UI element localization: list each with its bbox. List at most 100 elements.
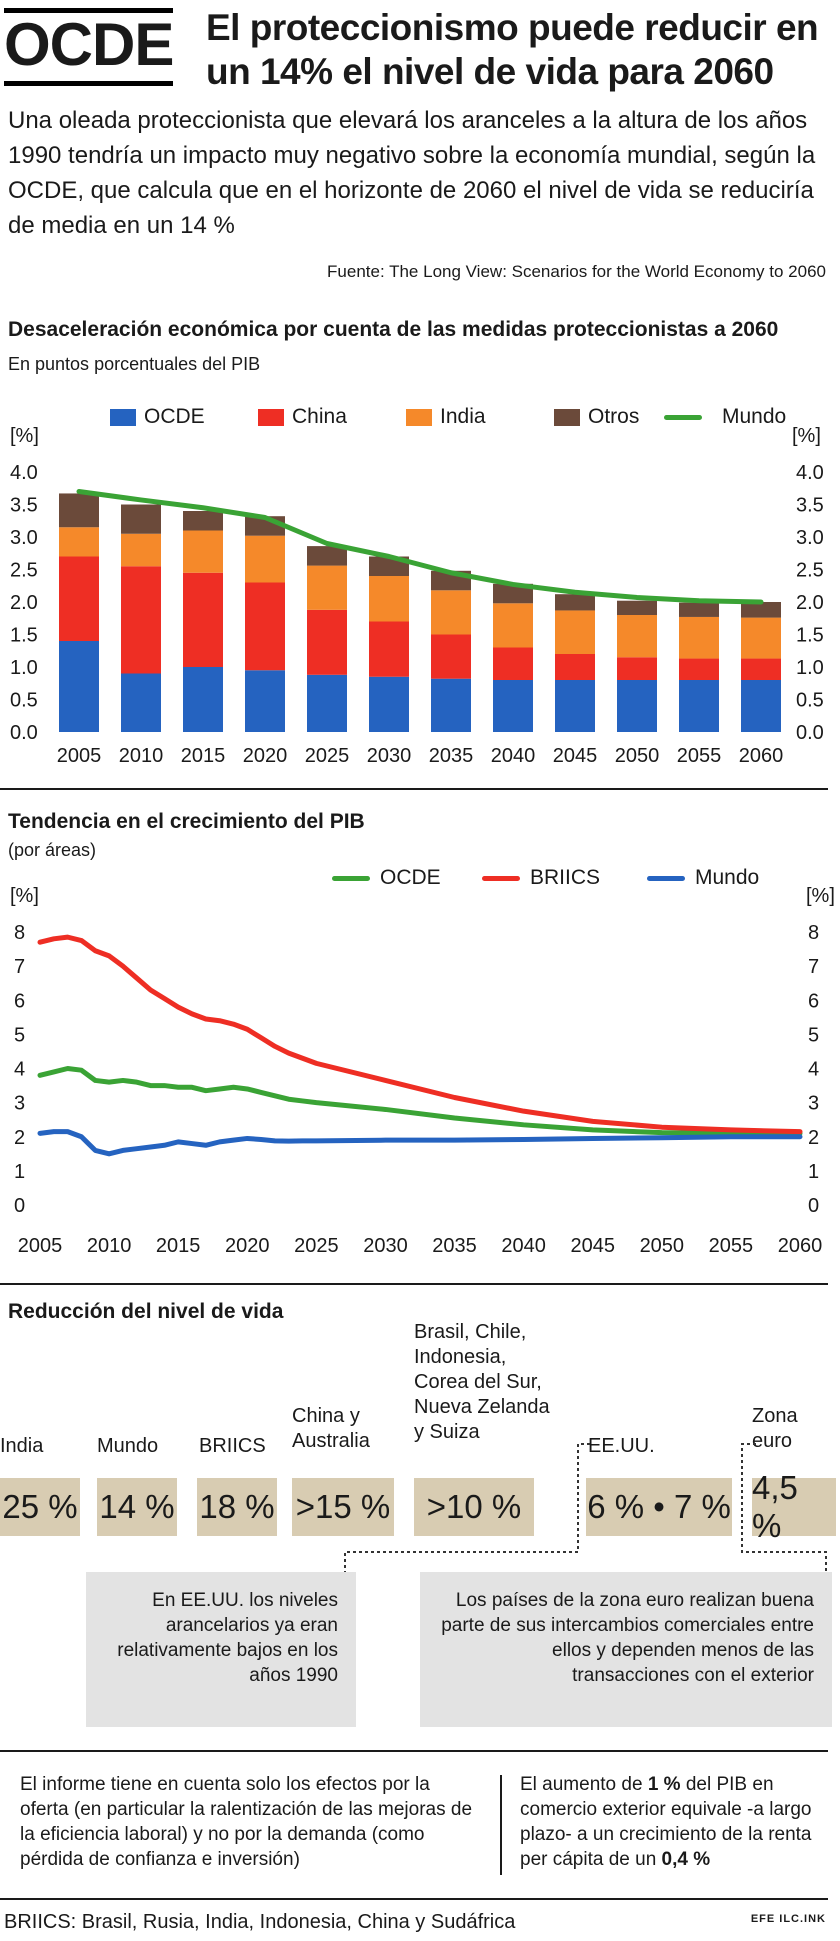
section3-title: Reducción del nivel de vida	[8, 1300, 284, 1323]
reduction-value-china-australia: >15 %	[292, 1478, 394, 1536]
reduction-label-usa: EE.UU.	[588, 1435, 655, 1457]
note-euro: Los países de la zona euro realizan buen…	[420, 1572, 832, 1727]
line-ytick-right: 2	[808, 1127, 819, 1149]
reduction-value-others: >10 %	[414, 1478, 534, 1536]
legend-swatch-india	[406, 408, 432, 426]
bar-ytick-left: 2.0	[10, 592, 38, 614]
bar-ytick-right: 1.5	[796, 625, 824, 647]
usa-connector-line	[344, 1443, 590, 1582]
bar-segment-ocde	[741, 680, 781, 732]
line-ytick-left: 1	[14, 1161, 25, 1183]
title-line-2: un 14% el nivel de vida para 2060	[206, 51, 774, 92]
bar-segment-india	[121, 533, 161, 567]
line-ytick-left: 3	[14, 1093, 25, 1115]
bar-segment-india	[245, 535, 285, 583]
intro-text: Una oleada proteccionista que elevará lo…	[8, 107, 816, 239]
line-xtick: 2020	[225, 1235, 270, 1257]
footer-right-pre: El aumento de	[520, 1774, 648, 1795]
ocde-logo: OCDE	[4, 8, 174, 86]
bar-ytick-left: 4.0	[10, 462, 38, 484]
legend-label-china: China	[292, 405, 347, 428]
bar-segment-otros	[307, 546, 347, 566]
line-xtick: 2015	[156, 1235, 201, 1257]
bar-segment-otros	[493, 583, 533, 604]
reduction-value-usa: 6 % • 7 %	[586, 1478, 732, 1536]
bar-segment-india	[741, 617, 781, 659]
euro-connector-line	[741, 1443, 827, 1582]
divider-4	[0, 1898, 828, 1900]
bar-segment-china	[617, 657, 657, 680]
title-line-1: El proteccionismo puede reducir en	[206, 7, 819, 48]
bar-chart: [%] [%] 0.0 0.0 0.5 0.5 1.0 1.0 1.5 1.5 2.0 2.0 2.5 2…	[10, 425, 824, 767]
line-chart-legend: OCDE BRIICS Mundo	[332, 866, 787, 890]
series-line-briics	[37, 934, 803, 1135]
divider-1	[0, 788, 828, 790]
line-xtick: 2060	[778, 1235, 823, 1257]
bar-segment-otros	[617, 600, 657, 615]
line-ytick-right: 1	[808, 1161, 819, 1183]
bar-segment-otros	[121, 504, 161, 534]
bar-segment-ocde	[245, 670, 285, 732]
line-xtick: 2045	[570, 1235, 615, 1257]
bar-xtick: 2015	[181, 745, 226, 767]
legend-label-mundo: Mundo	[722, 405, 787, 428]
legend-item-otros: Otros	[554, 405, 664, 429]
bar-unit-right: [%]	[792, 425, 821, 447]
bar-ytick-right: 4.0	[796, 462, 824, 484]
reduction-label-euro: Zona euro	[752, 1405, 798, 1452]
bar-segment-china	[183, 572, 223, 667]
reduction-label-china-australia: China y Australia	[292, 1405, 370, 1452]
legend-swatch-otros	[554, 408, 580, 426]
bar-ytick-right: 3.0	[796, 527, 824, 549]
bar-segment-otros	[555, 594, 595, 611]
line-xtick: 2030	[363, 1235, 408, 1257]
reduction-label-mundo: Mundo	[97, 1435, 159, 1457]
footer-right-mid: del PIB en comercio exterior equivale -a…	[520, 1774, 812, 1870]
line-ytick-right: 8	[808, 922, 819, 944]
reduction-value-india: 25 %	[0, 1478, 80, 1536]
line-xtick: 2005	[18, 1235, 63, 1257]
bar-segment-ocde	[679, 680, 719, 732]
bar-segment-india	[617, 615, 657, 658]
source-note: Fuente: The Long View: Scenarios for the…	[327, 262, 826, 281]
bar-ytick-left: 2.5	[10, 560, 38, 582]
series-line-ocde	[37, 1066, 803, 1136]
bar-unit-left: [%]	[10, 425, 39, 447]
bar-xtick: 2060	[739, 745, 784, 767]
reduction-label-others: Brasil, Chile, Indonesia, Corea del Sur,…	[414, 1321, 550, 1443]
footer-divider	[500, 1775, 502, 1875]
footer-right-bold2: 0,4 %	[661, 1849, 711, 1870]
legend2-item-ocde: OCDE	[332, 866, 482, 890]
bar-segment-ocde	[431, 678, 471, 732]
bar-segment-ocde	[617, 680, 657, 732]
bar-segment-china	[679, 658, 719, 680]
legend2-line-mundo	[647, 875, 685, 881]
bar-xtick: 2055	[677, 745, 722, 767]
legend-label-india: India	[440, 405, 486, 428]
line-ytick-right: 7	[808, 956, 819, 978]
line-ytick-right: 6	[808, 990, 819, 1012]
bar-segment-china	[121, 566, 161, 674]
line-ytick-right: 4	[808, 1059, 819, 1081]
line-chart: [%] [%] 0 0 1 1 2 2 3 3 4 4 5 5 6 6 7 7 8 8 2005 2010 2015 2020…	[10, 885, 835, 1257]
legend2-label-ocde: OCDE	[380, 866, 441, 889]
bar-segment-china	[307, 609, 347, 675]
bar-segment-china	[59, 556, 99, 641]
line-ytick-left: 0	[14, 1195, 25, 1217]
bar-ytick-right: 3.5	[796, 495, 824, 517]
bar-segment-otros	[183, 511, 223, 531]
bar-ytick-left: 0.0	[10, 722, 38, 744]
legend-label-otros: Otros	[588, 405, 640, 428]
section2-subtitle: (por áreas)	[8, 840, 97, 860]
line-xtick: 2040	[501, 1235, 546, 1257]
legend2-item-mundo: Mundo	[647, 866, 787, 890]
line-ytick-left: 4	[14, 1059, 25, 1081]
bar-segment-india	[307, 565, 347, 610]
bar-segment-china	[369, 621, 409, 677]
reduction-label-india: India	[0, 1435, 44, 1457]
bar-segment-india	[431, 590, 471, 635]
legend-swatch-ocde	[110, 408, 136, 426]
bar-xtick: 2020	[243, 745, 288, 767]
section1-subtitle: En puntos porcentuales del PIB	[8, 354, 261, 374]
line-unit-left: [%]	[10, 885, 39, 907]
